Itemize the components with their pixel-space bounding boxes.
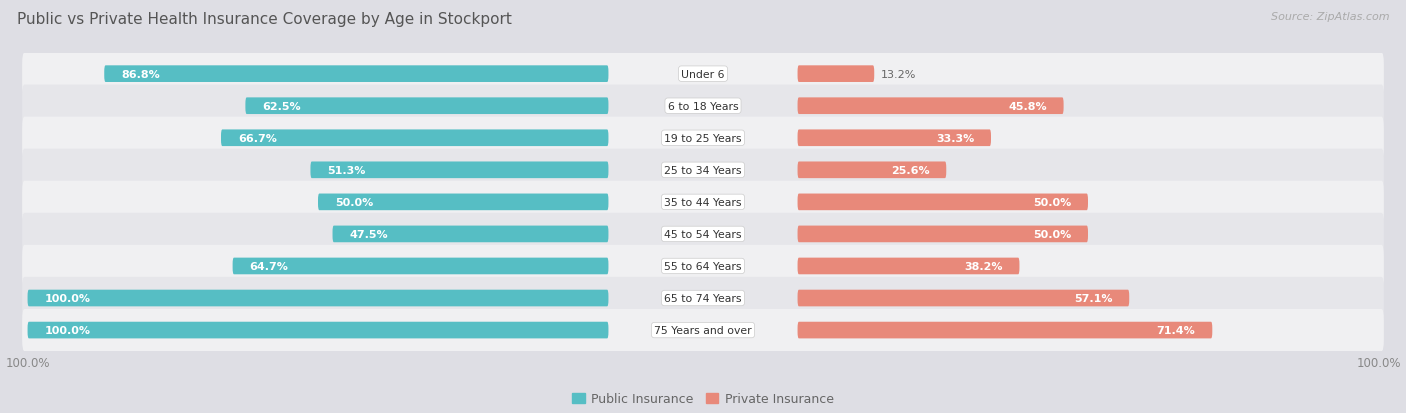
FancyBboxPatch shape (311, 162, 609, 179)
Text: 57.1%: 57.1% (1074, 293, 1112, 303)
Text: 13.2%: 13.2% (882, 69, 917, 79)
FancyBboxPatch shape (28, 290, 609, 306)
Text: 45 to 54 Years: 45 to 54 Years (664, 229, 742, 239)
Text: 19 to 25 Years: 19 to 25 Years (664, 133, 742, 143)
FancyBboxPatch shape (28, 322, 609, 339)
Text: 51.3%: 51.3% (328, 166, 366, 176)
Text: 50.0%: 50.0% (1033, 229, 1071, 239)
FancyBboxPatch shape (797, 66, 875, 83)
Text: 38.2%: 38.2% (965, 261, 1002, 271)
Text: 86.8%: 86.8% (121, 69, 160, 79)
FancyBboxPatch shape (22, 245, 1384, 287)
Text: 75 Years and over: 75 Years and over (654, 325, 752, 335)
FancyBboxPatch shape (797, 98, 1063, 115)
Text: 64.7%: 64.7% (249, 261, 288, 271)
Text: 71.4%: 71.4% (1157, 325, 1195, 335)
FancyBboxPatch shape (22, 117, 1384, 159)
FancyBboxPatch shape (22, 181, 1384, 223)
Text: 47.5%: 47.5% (350, 229, 388, 239)
FancyBboxPatch shape (797, 194, 1088, 211)
Text: 50.0%: 50.0% (1033, 197, 1071, 207)
Text: 62.5%: 62.5% (263, 102, 301, 112)
FancyBboxPatch shape (318, 194, 609, 211)
FancyBboxPatch shape (333, 226, 609, 243)
Text: 66.7%: 66.7% (238, 133, 277, 143)
Text: 100.0%: 100.0% (45, 293, 90, 303)
Text: 50.0%: 50.0% (335, 197, 373, 207)
FancyBboxPatch shape (22, 277, 1384, 319)
FancyBboxPatch shape (797, 258, 1019, 275)
FancyBboxPatch shape (22, 213, 1384, 256)
FancyBboxPatch shape (221, 130, 609, 147)
Text: 6 to 18 Years: 6 to 18 Years (668, 102, 738, 112)
Text: 100.0%: 100.0% (45, 325, 90, 335)
Text: Under 6: Under 6 (682, 69, 724, 79)
Text: Source: ZipAtlas.com: Source: ZipAtlas.com (1271, 12, 1389, 22)
Legend: Public Insurance, Private Insurance: Public Insurance, Private Insurance (567, 387, 839, 410)
FancyBboxPatch shape (246, 98, 609, 115)
Text: Public vs Private Health Insurance Coverage by Age in Stockport: Public vs Private Health Insurance Cover… (17, 12, 512, 27)
FancyBboxPatch shape (104, 66, 609, 83)
Text: 25 to 34 Years: 25 to 34 Years (664, 166, 742, 176)
Text: 45.8%: 45.8% (1008, 102, 1046, 112)
FancyBboxPatch shape (797, 130, 991, 147)
Text: 65 to 74 Years: 65 to 74 Years (664, 293, 742, 303)
Text: 25.6%: 25.6% (891, 166, 929, 176)
Text: 35 to 44 Years: 35 to 44 Years (664, 197, 742, 207)
FancyBboxPatch shape (797, 226, 1088, 243)
FancyBboxPatch shape (22, 149, 1384, 192)
FancyBboxPatch shape (232, 258, 609, 275)
FancyBboxPatch shape (22, 309, 1384, 351)
Text: 55 to 64 Years: 55 to 64 Years (664, 261, 742, 271)
Text: 33.3%: 33.3% (936, 133, 974, 143)
FancyBboxPatch shape (797, 322, 1212, 339)
FancyBboxPatch shape (22, 53, 1384, 95)
FancyBboxPatch shape (797, 290, 1129, 306)
FancyBboxPatch shape (797, 162, 946, 179)
FancyBboxPatch shape (22, 85, 1384, 128)
